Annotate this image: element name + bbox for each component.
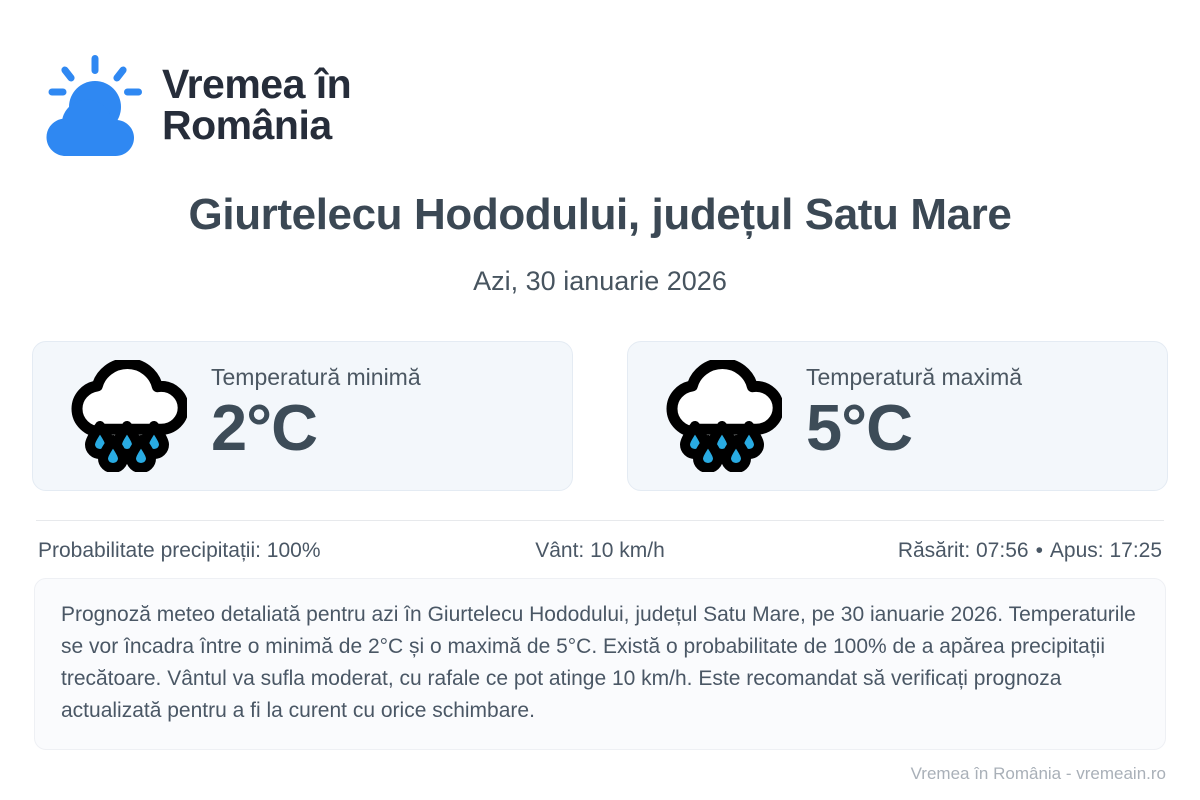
max-temperature-label: Temperatură maximă xyxy=(806,364,1023,391)
sunset-value: Apus: 17:25 xyxy=(1049,539,1163,562)
rain-cloud-icon xyxy=(71,360,187,472)
page-subtitle: Azi, 30 ianuarie 2026 xyxy=(473,266,727,296)
stats-divider xyxy=(36,520,1164,521)
temperature-cards: Temperatură minimă 2°C Temperatură maxim… xyxy=(32,341,1168,491)
min-temperature-value: 2°C xyxy=(211,390,318,464)
brand-logo[interactable]: Vremea în România xyxy=(36,52,352,157)
sun-times-separator: • xyxy=(1035,539,1043,562)
wind-stat: Vânt: 10 km/h xyxy=(535,539,665,562)
weather-stats-row: Probabilitate precipitații: 100% Vânt: 1… xyxy=(38,539,1162,563)
min-temperature-card: Temperatură minimă 2°C xyxy=(32,341,573,491)
footer-attribution: Vremea în România - vremeain.ro xyxy=(910,764,1166,783)
forecast-description-box: Prognoză meteo detaliată pentru azi în G… xyxy=(34,578,1166,750)
forecast-description-text: Prognoză meteo detaliată pentru azi în G… xyxy=(61,603,1136,722)
max-temperature-card: Temperatură maximă 5°C xyxy=(627,341,1168,491)
sun-behind-cloud-icon xyxy=(46,55,142,156)
sunrise-value: Răsărit: 07:56 xyxy=(897,539,1029,562)
sun-times-stat: Răsărit: 07:56 • Apus: 17:25 xyxy=(787,539,1162,563)
max-temperature-value: 5°C xyxy=(806,390,913,464)
rain-cloud-icon xyxy=(666,360,782,472)
brand-name: Vremea în România xyxy=(162,61,352,148)
max-temperature-body: Temperatură maximă 5°C xyxy=(806,364,1023,464)
precipitation-stat: Probabilitate precipitații: 100% xyxy=(38,539,321,562)
min-temperature-label: Temperatură minimă xyxy=(211,364,421,391)
min-temperature-body: Temperatură minimă 2°C xyxy=(211,364,421,464)
page-title: Giurtelecu Hododului, județul Satu Mare xyxy=(188,190,1012,239)
